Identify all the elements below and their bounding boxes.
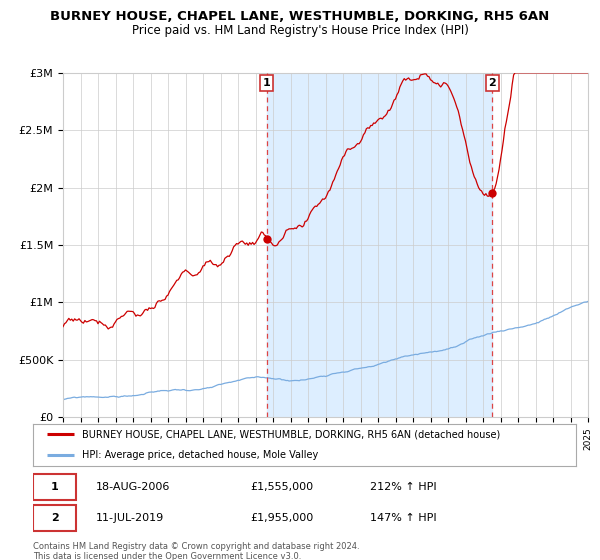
Text: 147% ↑ HPI: 147% ↑ HPI xyxy=(370,513,436,523)
Text: Contains HM Land Registry data © Crown copyright and database right 2024.
This d: Contains HM Land Registry data © Crown c… xyxy=(33,542,359,560)
Text: 2: 2 xyxy=(488,78,496,88)
FancyBboxPatch shape xyxy=(33,474,76,500)
Text: 2: 2 xyxy=(51,513,59,523)
FancyBboxPatch shape xyxy=(33,505,76,531)
Text: 11-JUL-2019: 11-JUL-2019 xyxy=(95,513,164,523)
Text: 18-AUG-2006: 18-AUG-2006 xyxy=(95,482,170,492)
Text: £1,955,000: £1,955,000 xyxy=(250,513,313,523)
Text: BURNEY HOUSE, CHAPEL LANE, WESTHUMBLE, DORKING, RH5 6AN: BURNEY HOUSE, CHAPEL LANE, WESTHUMBLE, D… xyxy=(50,10,550,23)
Text: £1,555,000: £1,555,000 xyxy=(250,482,313,492)
Text: 212% ↑ HPI: 212% ↑ HPI xyxy=(370,482,436,492)
Text: BURNEY HOUSE, CHAPEL LANE, WESTHUMBLE, DORKING, RH5 6AN (detached house): BURNEY HOUSE, CHAPEL LANE, WESTHUMBLE, D… xyxy=(82,430,500,440)
Bar xyxy=(266,73,492,417)
Text: 1: 1 xyxy=(51,482,59,492)
Text: HPI: Average price, detached house, Mole Valley: HPI: Average price, detached house, Mole… xyxy=(82,450,318,460)
Text: 1: 1 xyxy=(263,78,271,88)
Text: Price paid vs. HM Land Registry's House Price Index (HPI): Price paid vs. HM Land Registry's House … xyxy=(131,24,469,37)
